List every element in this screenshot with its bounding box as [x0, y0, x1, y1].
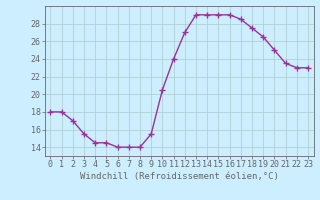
X-axis label: Windchill (Refroidissement éolien,°C): Windchill (Refroidissement éolien,°C)	[80, 172, 279, 181]
